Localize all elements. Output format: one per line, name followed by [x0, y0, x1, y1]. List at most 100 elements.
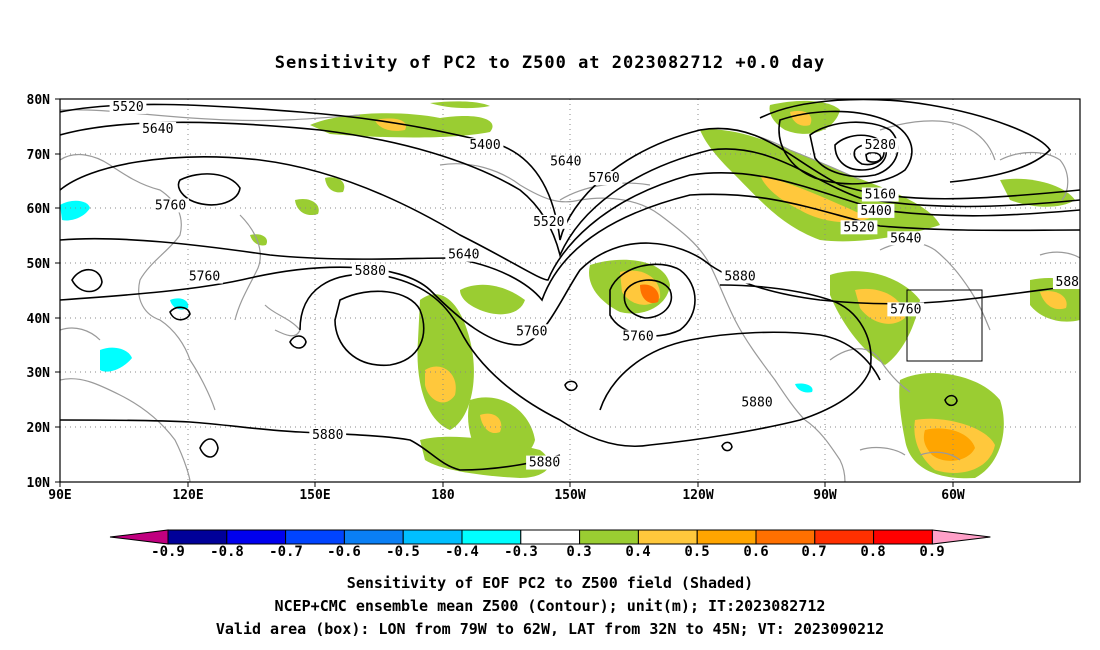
contour-label: 5280	[865, 138, 896, 153]
contour-label-bg	[887, 231, 925, 246]
shade-cyan-east-pacific	[795, 383, 813, 393]
contour-label-bg	[466, 138, 504, 153]
shade-yellow-central-pacific	[425, 366, 456, 403]
colorbar-swatch	[873, 529, 933, 545]
contour-label-bg	[152, 198, 189, 213]
figure-title: Sensitivity of PC2 to Z500 at 2023082712…	[275, 53, 826, 73]
valid-area-box	[906, 289, 983, 362]
contour-label: 5880	[529, 456, 560, 471]
colorbar-label: 0.8	[860, 544, 885, 560]
lat-label: 50N	[27, 257, 51, 272]
axis-ticks	[55, 98, 954, 487]
lat-label: 30N	[27, 366, 51, 381]
colorbar-swatch	[461, 529, 522, 545]
colorbar-swatch	[226, 529, 287, 545]
colorbar-label: -0.3	[504, 544, 538, 560]
lat-label: 60N	[27, 202, 51, 217]
lon-label: 120W	[682, 488, 713, 503]
colorbar-labels: -0.9 -0.8 -0.7 -0.6 -0.5 -0.4 -0.3 0.3 0…	[151, 544, 945, 560]
colorbar-swatch	[402, 529, 463, 545]
contour-label: 5880	[312, 428, 343, 443]
colorbar-label: 0.7	[801, 544, 826, 560]
shade-green-east-asia-2	[295, 198, 319, 216]
contour-label: 5760	[890, 302, 921, 317]
colorbar: -0.9 -0.8 -0.7 -0.6 -0.5 -0.4 -0.3 0.3 0…	[109, 529, 991, 560]
contour-label: 5520	[533, 215, 564, 230]
contour-label-bg	[445, 247, 483, 262]
shade-cyan-south-china	[100, 347, 132, 372]
colorbar-label: -0.9	[151, 544, 185, 560]
contour-label-bg	[887, 302, 925, 317]
contour-label: 5760	[189, 270, 220, 285]
colorbar-label: 0.3	[566, 544, 591, 560]
lat-label: 20N	[27, 421, 51, 436]
colorbar-label: 0.4	[625, 544, 650, 560]
shade-yellow-arctic-canada	[790, 110, 812, 126]
contour-label-bg	[139, 121, 177, 136]
colorbar-swatch	[755, 529, 816, 545]
contour-label: 5880	[355, 264, 386, 279]
caption-line-2: NCEP+CMC ensemble mean Z500 (Contour); u…	[275, 597, 826, 615]
latitude-labels: 80N 70N 60N 50N 40N 30N 20N 10N	[27, 93, 51, 491]
contour-label-bg	[513, 324, 551, 339]
contour-label: 5760	[588, 171, 619, 186]
colorbar-label: -0.5	[386, 544, 420, 560]
colorbar-boxes	[109, 529, 991, 545]
contour-label: 5880	[724, 270, 755, 285]
colorbar-label: 0.9	[919, 544, 944, 560]
contour-label-bg	[738, 395, 776, 410]
contour-label-bg	[530, 214, 568, 229]
shade-green-east-asia-1	[250, 234, 268, 246]
contour-label-bg	[721, 269, 759, 284]
contour-label: 5760	[155, 198, 186, 213]
lon-label: 60W	[941, 488, 965, 503]
contour-label-bg	[186, 269, 223, 284]
caption-line-3: Valid area (box): LON from 79W to 62W, L…	[216, 620, 884, 638]
lon-label: 90E	[48, 488, 71, 503]
contour-label: 5520	[112, 100, 143, 115]
colorbar-swatch	[167, 529, 228, 545]
map-plot-area: 5520 5640 5400 5760 5520 5640 5760 5640 5760 5880…	[27, 93, 1082, 503]
shade-cyan-asia-2	[170, 298, 189, 310]
colorbar-swatch	[696, 529, 757, 545]
contour-label-bg	[861, 187, 899, 202]
contour-label: 5520	[843, 220, 874, 235]
contour-label: 5160	[865, 187, 896, 202]
shade-orange-gulf-alaska	[640, 284, 659, 304]
colorbar-label: 0.5	[684, 544, 709, 560]
contour-label-bg	[351, 264, 389, 279]
shade-green-greenland	[1000, 178, 1075, 207]
contour-label-bg	[526, 455, 563, 470]
shade-yellow-atlantic-east	[1040, 290, 1067, 310]
contour-label-bg	[619, 329, 657, 344]
lat-label: 70N	[27, 148, 51, 163]
contour-label: 5400	[860, 204, 891, 219]
contour-label-bg	[585, 171, 623, 186]
colorbar-label: -0.6	[327, 544, 361, 560]
colorbar-swatch	[520, 529, 581, 545]
colorbar-label: -0.8	[210, 544, 244, 560]
shade-yellow-pacific-south	[480, 413, 502, 434]
contour-labels: 5520 5640 5400 5760 5520 5640 5760 5640 5760 5880…	[109, 99, 1082, 471]
contour-label: 5400	[469, 138, 500, 153]
contour-label-bg	[840, 220, 878, 235]
caption-line-1: Sensitivity of EOF PC2 to Z500 field (Sh…	[347, 574, 753, 592]
colorbar-swatch	[285, 529, 345, 545]
lat-label: 40N	[27, 312, 51, 327]
contour-label-bg	[109, 99, 147, 114]
contour-label: 588	[1056, 275, 1079, 290]
shade-green-pacific-east	[460, 284, 525, 315]
colorbar-swatch	[579, 529, 639, 545]
lon-label: 120E	[172, 488, 203, 503]
colorbar-label: 0.6	[743, 544, 768, 560]
colorbar-label: -0.7	[269, 544, 303, 560]
lat-label: 10N	[27, 476, 51, 491]
contour-label-bg	[309, 428, 347, 443]
colorbar-label: -0.4	[445, 544, 479, 560]
lon-label: 180	[431, 488, 455, 503]
colorbar-swatch	[814, 529, 875, 545]
contour-label: 5880	[741, 395, 772, 410]
lat-label: 80N	[27, 93, 51, 108]
contour-label: 5640	[550, 155, 581, 170]
